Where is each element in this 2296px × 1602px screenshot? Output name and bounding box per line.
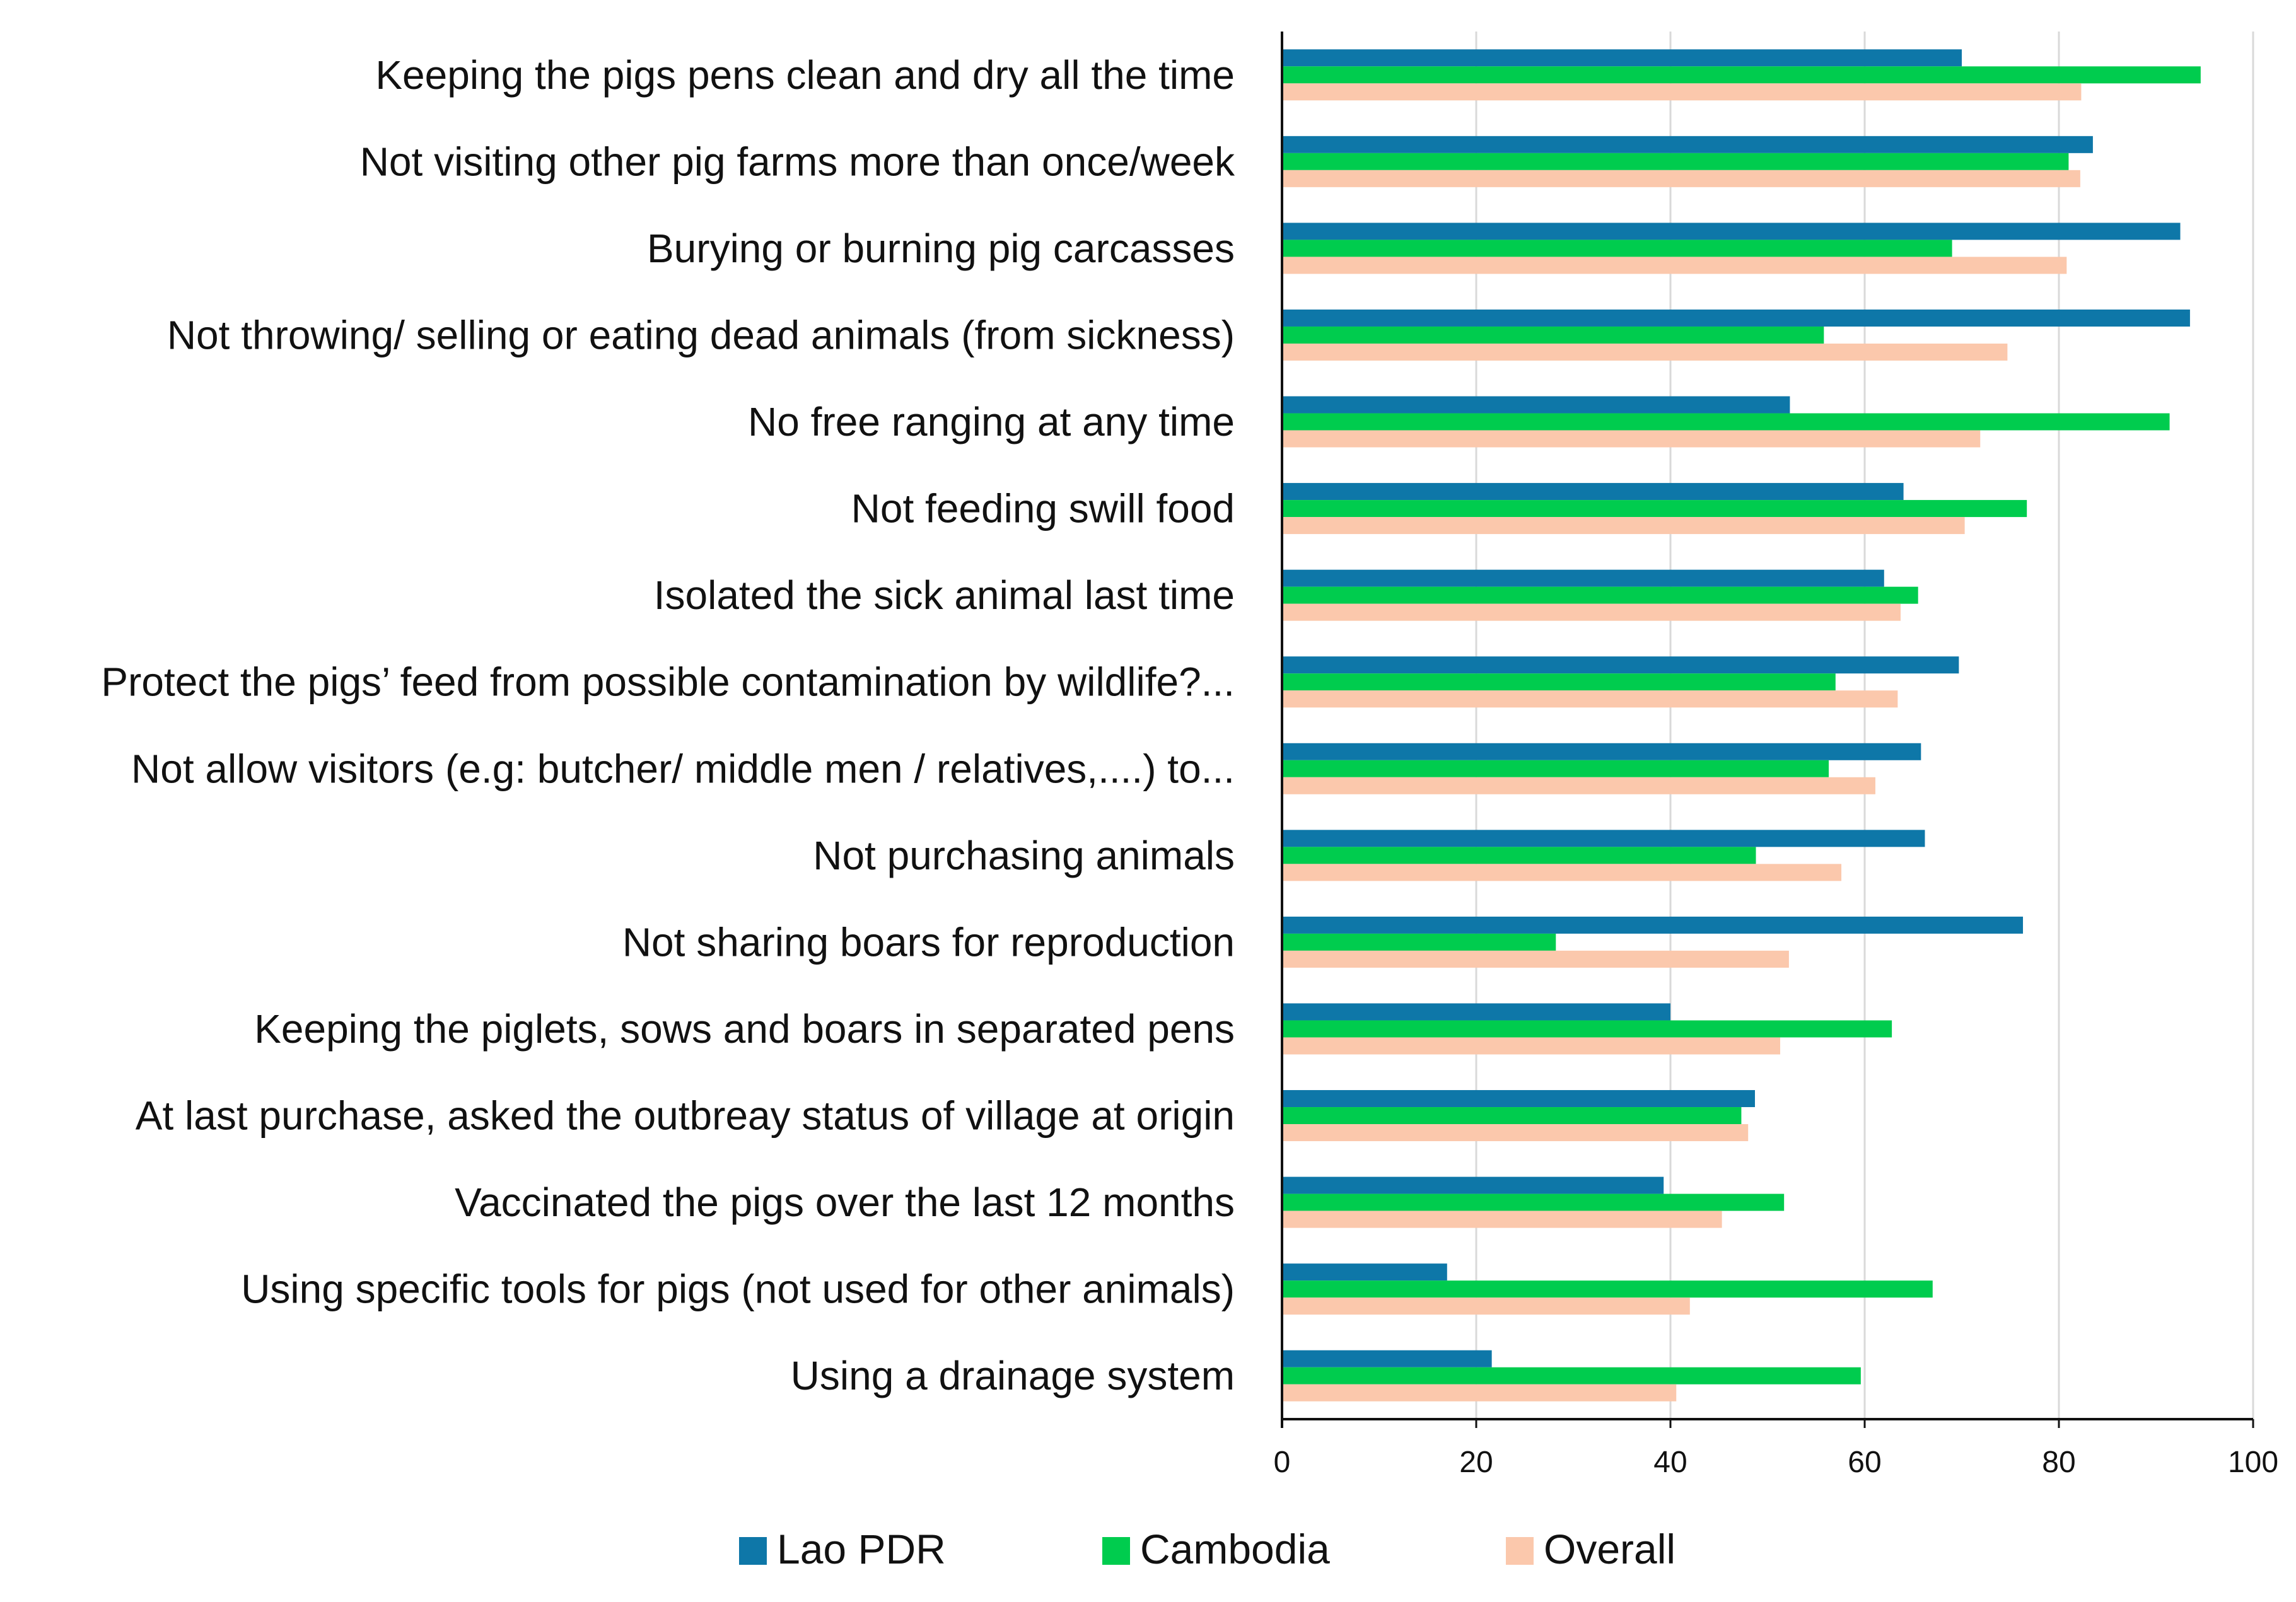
bar-cambodia	[1282, 1280, 1933, 1298]
bar-overall	[1282, 517, 1965, 535]
bar-cambodia	[1282, 847, 1756, 864]
bar-cambodia	[1282, 500, 2027, 518]
category-label: Not throwing/ selling or eating dead ani…	[167, 312, 1235, 357]
bar-lao-pdr	[1282, 223, 2181, 240]
bar-overall	[1282, 1210, 1722, 1228]
bar-overall	[1282, 1384, 1677, 1402]
category-label: Not allow visitors (e.g: butcher/ middle…	[131, 746, 1235, 791]
category-label: Vaccinated the pigs over the last 12 mon…	[455, 1180, 1235, 1225]
bar-lao-pdr	[1282, 396, 1790, 414]
legend-label: Cambodia	[1140, 1526, 1330, 1572]
legend-label: Overall	[1544, 1526, 1675, 1572]
bar-cambodia	[1282, 1193, 1785, 1211]
bar-cambodia	[1282, 66, 2201, 84]
category-label: Keeping the pigs pens clean and dry all …	[375, 52, 1235, 98]
bar-lao-pdr	[1282, 830, 1925, 847]
bar-overall	[1282, 950, 1789, 968]
bar-overall	[1282, 430, 1981, 448]
bar-lao-pdr	[1282, 656, 1959, 674]
x-tick-label: 60	[1848, 1446, 1881, 1479]
x-tick-label: 100	[2228, 1446, 2278, 1479]
category-label: No free ranging at any time	[748, 399, 1235, 444]
category-label: Using specific tools for pigs (not used …	[241, 1267, 1235, 1312]
category-label: Not feeding swill food	[851, 486, 1235, 531]
bar-cambodia	[1282, 933, 1556, 951]
bar-lao-pdr	[1282, 1176, 1664, 1194]
bar-lao-pdr	[1282, 916, 2024, 934]
category-label: Not purchasing animals	[813, 833, 1235, 878]
bar-lao-pdr	[1282, 1090, 1755, 1108]
bar-overall	[1282, 777, 1875, 794]
bar-cambodia	[1282, 586, 1918, 604]
bar-cambodia	[1282, 1107, 1742, 1125]
bar-overall	[1282, 257, 2067, 274]
x-tick-label: 0	[1274, 1446, 1291, 1479]
legend: Lao PDR Cambodia Overall	[739, 1526, 1675, 1572]
bar-lao-pdr	[1282, 309, 2190, 327]
bar-lao-pdr	[1282, 49, 1962, 67]
legend-label: Lao PDR	[777, 1526, 946, 1572]
category-label: Keeping the piglets, sows and boars in s…	[254, 1006, 1235, 1052]
bar-overall	[1282, 1297, 1690, 1315]
bar-overall	[1282, 1037, 1781, 1055]
category-labels: Keeping the pigs pens clean and dry all …	[101, 52, 1235, 1398]
bar-overall	[1282, 343, 2008, 361]
bar-overall	[1282, 690, 1898, 708]
legend-swatch	[739, 1537, 767, 1565]
bar-lao-pdr	[1282, 1350, 1492, 1367]
bar-lao-pdr	[1282, 1263, 1447, 1281]
category-label: Isolated the sick animal last time	[654, 572, 1235, 618]
bar-cambodia	[1282, 240, 1952, 257]
category-label: Protect the pigs’ feed from possible con…	[101, 659, 1235, 705]
category-label: Not visiting other pig farms more than o…	[360, 139, 1235, 184]
category-label: Burying or burning pig carcasses	[647, 226, 1235, 271]
bar-cambodia	[1282, 326, 1824, 344]
bar-cambodia	[1282, 1020, 1892, 1038]
bar-cambodia	[1282, 1367, 1861, 1384]
bar-overall	[1282, 864, 1842, 881]
bar-lao-pdr	[1282, 569, 1884, 587]
x-tick-label: 20	[1459, 1446, 1493, 1479]
bar-overall	[1282, 83, 2082, 101]
x-tick-labels: 0 20 40 60 80 100	[1274, 1446, 2278, 1479]
bar-cambodia	[1282, 760, 1829, 777]
x-tick-label: 80	[2042, 1446, 2075, 1479]
bar-cambodia	[1282, 413, 2170, 431]
bar-overall	[1282, 1124, 1749, 1142]
bar-lao-pdr	[1282, 1003, 1670, 1021]
legend-swatch	[1506, 1537, 1534, 1565]
bar-overall	[1282, 170, 2080, 187]
category-label: At last purchase, asked the outbreay sta…	[136, 1093, 1235, 1139]
bar-lao-pdr	[1282, 483, 1904, 501]
bar-lao-pdr	[1282, 743, 1921, 760]
axes	[1281, 32, 2254, 1428]
category-label: Not sharing boars for reproduction	[622, 919, 1235, 965]
bar-cambodia	[1282, 673, 1836, 691]
bar-overall	[1282, 603, 1901, 621]
legend-swatch	[1102, 1537, 1130, 1565]
bar-lao-pdr	[1282, 136, 2093, 153]
category-label: Using a drainage system	[791, 1353, 1235, 1398]
bars	[1282, 49, 2201, 1402]
bar-cambodia	[1282, 153, 2069, 170]
x-tick-label: 40	[1653, 1446, 1687, 1479]
